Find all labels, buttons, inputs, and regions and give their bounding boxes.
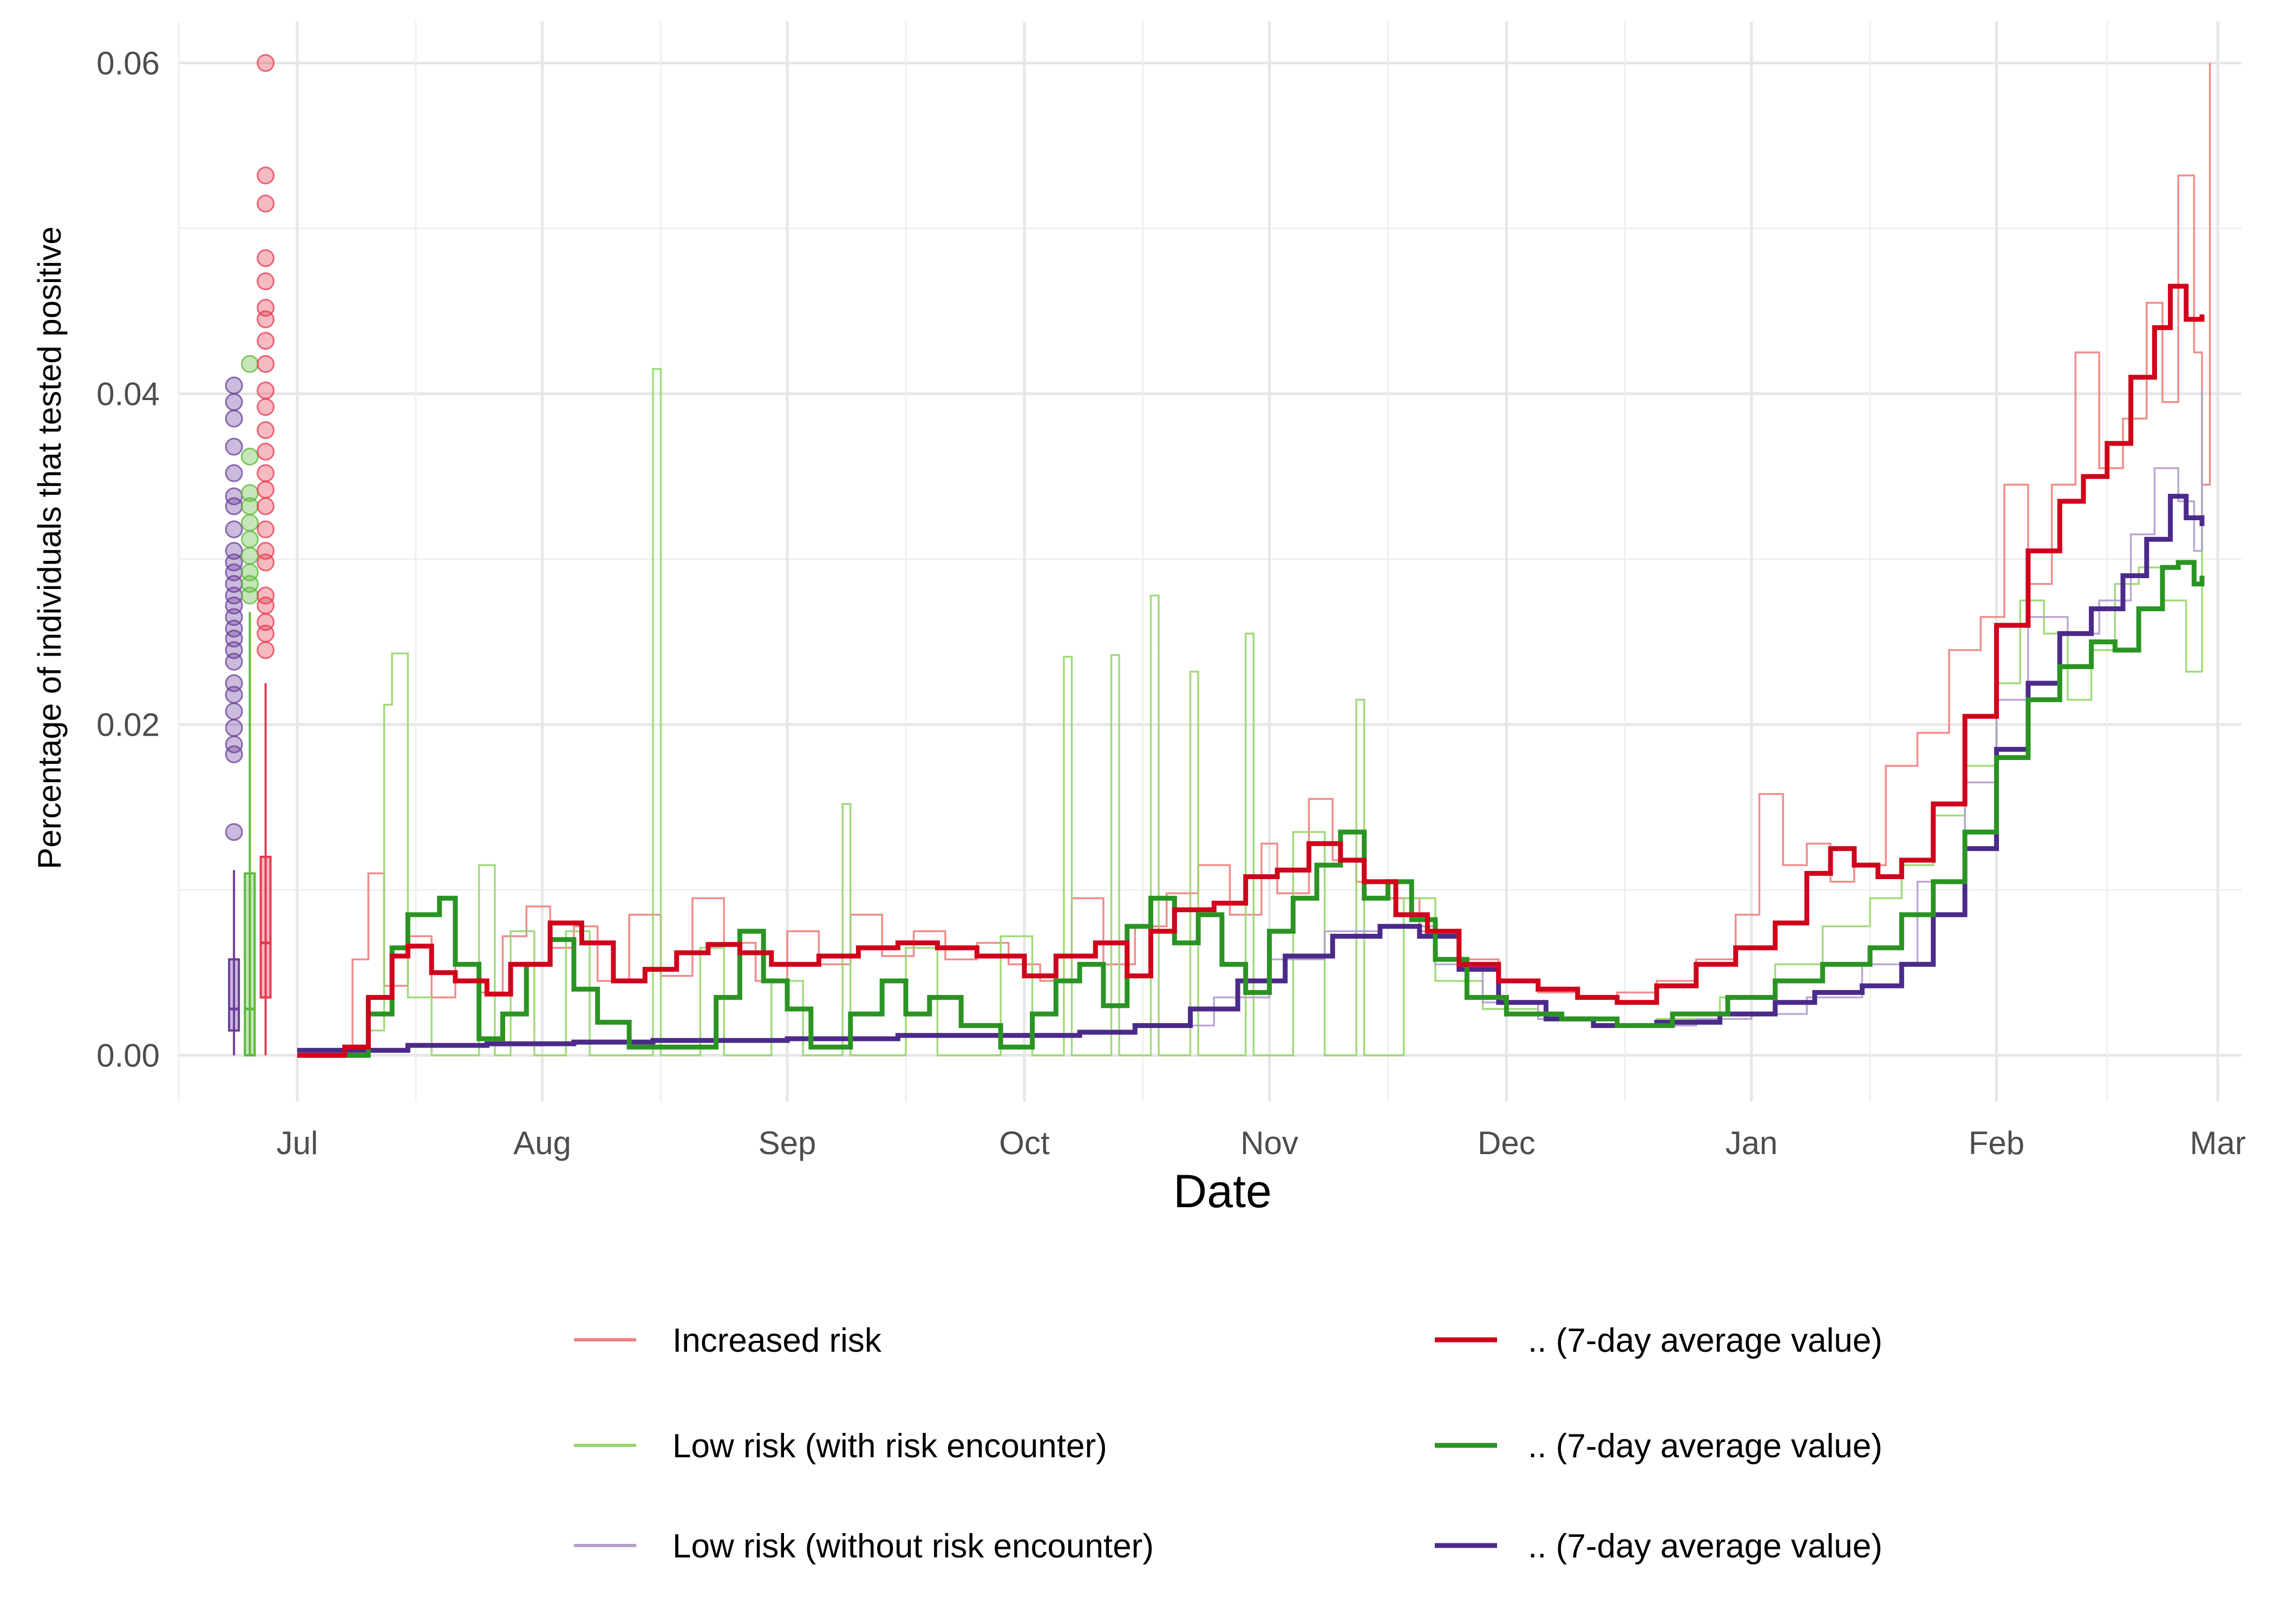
legend-label: Increased risk [672,1322,882,1359]
y-axis: 0.00 0.02 0.04 0.06 [96,45,160,1073]
dot [225,702,243,721]
series-layer [297,63,2211,1058]
series-line-daily [297,390,2203,1052]
x-tick-label: Oct [999,1125,1050,1161]
dot [225,393,243,411]
y-tick-label: 0.06 [96,45,160,81]
dot-strip [257,54,275,1056]
dot [257,249,275,267]
dot [257,497,275,515]
dot [225,553,243,572]
legend-item: .. (7-day average value) [1435,1427,1883,1465]
dot [257,553,275,572]
x-axis-title: Date [1173,1165,1272,1217]
dot [225,619,243,638]
legend-label: .. (7-day average value) [1528,1528,1883,1565]
y-tick-label: 0.02 [96,706,160,743]
dot [225,497,243,515]
grid [178,22,2242,1102]
dot-strips [225,54,275,1057]
box [244,872,256,1057]
dot [257,596,275,614]
dot [240,530,259,548]
dot [225,520,243,539]
dot [257,586,275,605]
series-line-daily [297,368,2203,1057]
dot [225,719,243,737]
dot [225,685,243,704]
x-tick-label: Feb [1969,1125,2024,1161]
box [228,958,240,1032]
series-line-average [297,494,2205,1053]
dot [257,398,275,416]
x-tick-label: Dec [1478,1125,1535,1161]
dot [257,624,275,643]
series-line-average [297,560,2205,1058]
dot [240,586,259,605]
x-tick-label: Nov [1240,1125,1298,1161]
legend-item: .. (7-day average value) [1435,1322,1883,1359]
box [259,855,272,999]
legend-label: Low risk (with risk encounter) [672,1427,1107,1465]
dot [257,421,275,440]
dot [225,376,243,395]
dot [257,481,275,499]
dot [240,447,259,466]
x-axis: Jul Aug Sep Oct Nov Dec Jan Feb Mar [277,1125,2246,1161]
legend-item: Low risk (without risk encounter) [574,1528,1154,1565]
legend-item: Low risk (with risk encounter) [574,1427,1107,1465]
legend-label: .. (7-day average value) [1528,1427,1883,1465]
dot [225,735,243,754]
dot-strip [225,376,243,1056]
legend-item: .. (7-day average value) [1435,1528,1883,1565]
dot [257,442,275,461]
x-tick-label: Jan [1726,1125,1778,1161]
x-tick-label: Sep [759,1125,816,1161]
dot [257,332,275,350]
dot [225,409,243,428]
dot [225,823,243,841]
dot [257,381,275,400]
y-tick-label: 0.00 [96,1037,160,1073]
dot [240,514,259,532]
series-line-average [297,284,2205,1058]
dot [240,547,259,565]
legend-item: Increased risk [574,1322,882,1359]
y-tick-label: 0.04 [96,376,160,412]
dot [257,641,275,659]
legend-label: .. (7-day average value) [1528,1322,1883,1359]
x-tick-label: Aug [513,1125,571,1161]
legend-label: Low risk (without risk encounter) [672,1528,1154,1565]
dot [225,464,243,482]
dot [257,194,275,213]
series-line-daily [297,63,2211,1057]
dot [225,652,243,671]
dot [240,497,259,515]
dot [257,54,275,72]
dot [257,166,275,185]
dot [257,464,275,482]
dot-strip [240,355,259,1057]
dot [257,520,275,539]
x-tick-label: Jul [277,1125,318,1161]
dot [240,355,259,373]
dot [257,310,275,329]
x-tick-label: Mar [2190,1125,2246,1161]
dot [225,437,243,456]
legend: Increased risk Low risk (with risk encoun… [574,1322,1883,1565]
dot [257,355,275,373]
dot [225,745,243,763]
dot [257,272,275,291]
y-axis-title: Percentage of individuals that tested po… [31,226,68,869]
